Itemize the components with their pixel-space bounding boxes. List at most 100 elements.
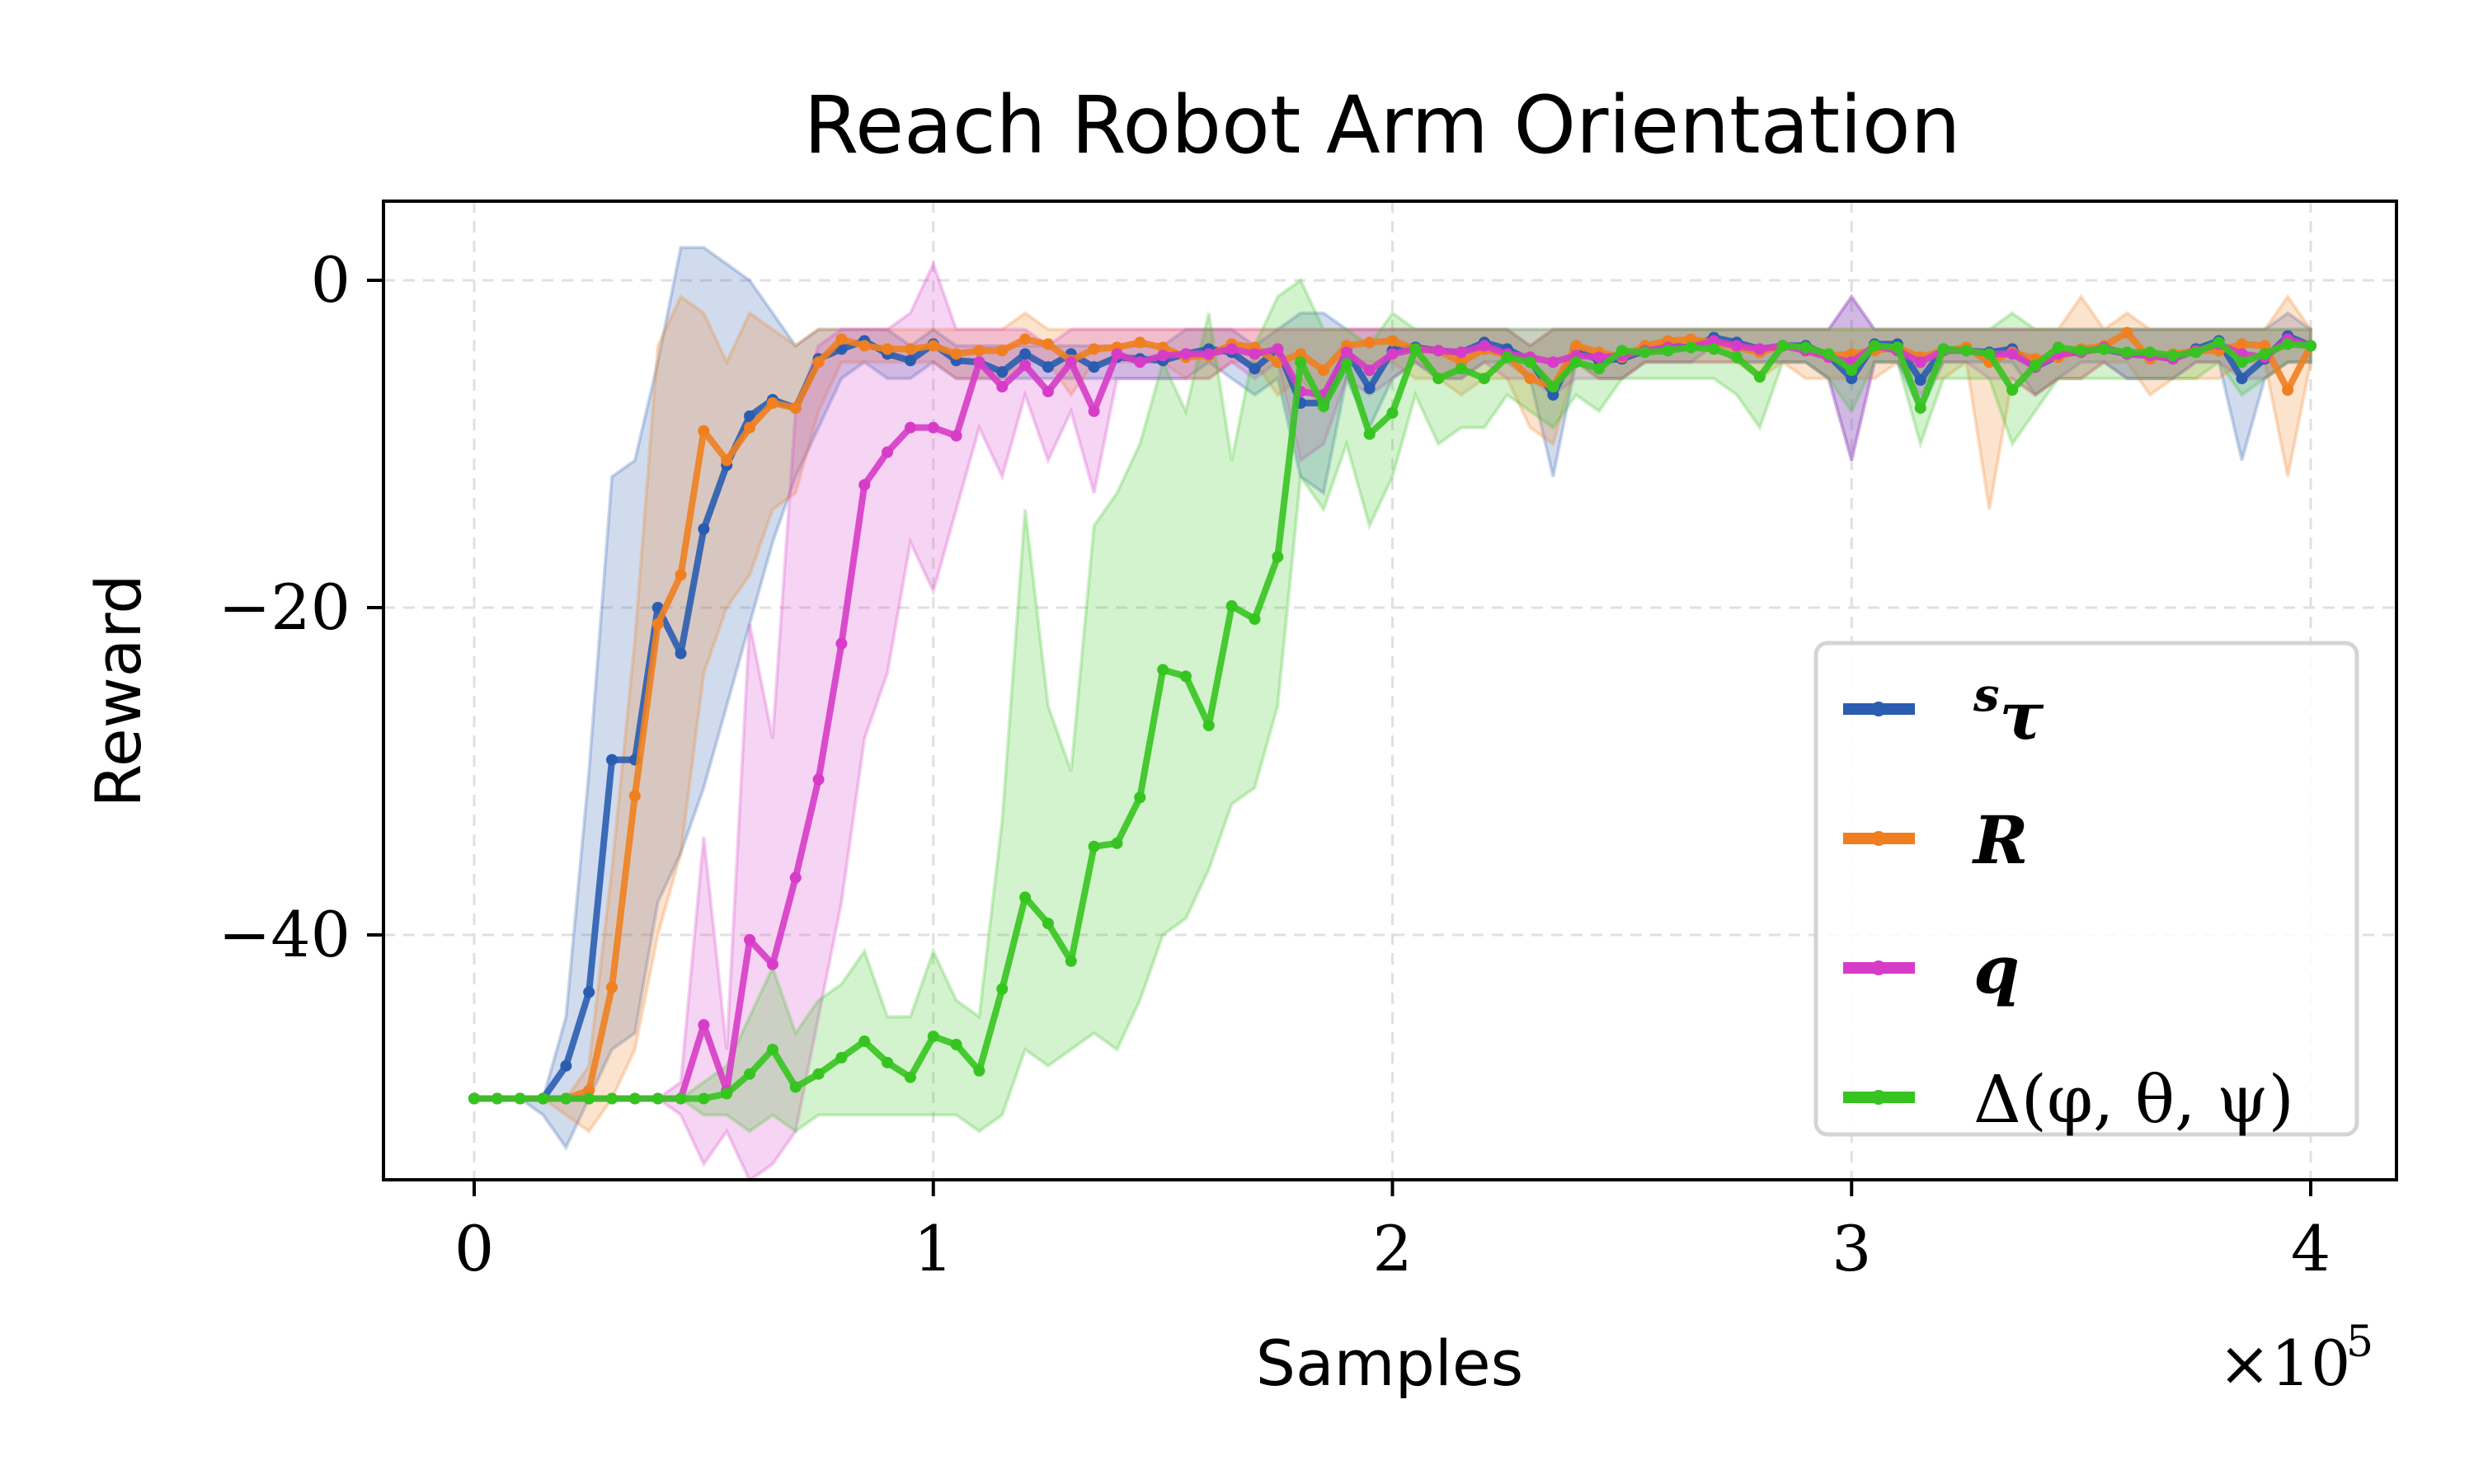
- data-point: [1202, 348, 1215, 360]
- data-point: [1088, 405, 1100, 417]
- axes-frame: [382, 200, 2398, 1181]
- legend-marker: [1871, 831, 1886, 846]
- data-point: [1799, 341, 1812, 354]
- data-point: [583, 986, 595, 998]
- data-point: [1111, 837, 1123, 849]
- data-point: [835, 1051, 848, 1064]
- data-point: [904, 355, 916, 367]
- data-point: [537, 1092, 549, 1105]
- data-point: [698, 1019, 710, 1031]
- data-point: [1386, 406, 1399, 419]
- x-tick-label: 2: [1372, 1212, 1412, 1285]
- data-point: [1708, 343, 1720, 355]
- data-point: [698, 1092, 710, 1105]
- data-point: [904, 1071, 916, 1083]
- data-point: [606, 981, 618, 993]
- data-point: [2259, 348, 2271, 360]
- data-point: [1157, 350, 1169, 362]
- data-point: [1914, 356, 1926, 369]
- data-point: [1042, 385, 1054, 397]
- x-tick-label: 3: [1832, 1212, 1871, 1285]
- data-point: [1386, 348, 1399, 360]
- legend-label: sτ: [1973, 668, 2044, 754]
- data-point: [2006, 348, 2019, 360]
- data-point: [1776, 340, 1789, 352]
- legend-marker: [1871, 702, 1886, 716]
- data-point: [1570, 356, 1583, 369]
- data-point: [1731, 340, 1743, 352]
- data-point: [2213, 336, 2225, 349]
- data-point: [1570, 340, 1583, 352]
- data-point: [1753, 343, 1766, 355]
- data-point: [1547, 381, 1559, 393]
- data-point: [1524, 373, 1536, 385]
- data-point: [583, 1092, 595, 1105]
- data-point: [1042, 361, 1054, 373]
- data-point: [606, 754, 618, 766]
- data-point: [1088, 343, 1100, 355]
- data-point: [2121, 326, 2133, 339]
- data-point: [1432, 373, 1445, 385]
- data-point: [1111, 348, 1123, 360]
- legend-marker: [1871, 960, 1886, 975]
- data-point: [858, 1036, 871, 1048]
- data-point: [766, 958, 778, 970]
- data-point: [1685, 341, 1697, 354]
- data-point: [744, 1068, 756, 1080]
- data-point: [1157, 664, 1169, 676]
- data-point: [789, 1081, 802, 1093]
- data-point: [1478, 373, 1490, 385]
- data-point: [1249, 363, 1261, 375]
- data-point: [468, 1092, 480, 1105]
- data-point: [2282, 338, 2294, 350]
- data-point: [1134, 791, 1146, 804]
- data-point: [1478, 340, 1490, 352]
- data-point: [628, 1092, 641, 1105]
- data-point: [1639, 346, 1651, 359]
- data-point: [882, 446, 894, 458]
- data-point: [858, 479, 871, 491]
- data-point: [1065, 356, 1077, 369]
- data-point: [2006, 383, 2019, 396]
- data-point: [698, 425, 710, 437]
- data-point: [1042, 338, 1054, 350]
- data-point: [1386, 335, 1399, 347]
- data-point: [996, 345, 1009, 357]
- data-point: [1249, 348, 1261, 360]
- data-point: [835, 637, 848, 650]
- data-point: [2075, 345, 2087, 357]
- svg-text:5: 5: [2346, 1317, 2373, 1367]
- data-point: [2236, 356, 2248, 369]
- y-tick-label: 0: [311, 243, 350, 317]
- data-point: [675, 647, 687, 660]
- data-point: [882, 1056, 894, 1068]
- data-point: [2052, 341, 2064, 354]
- legend-label: Δ(φ, θ, ψ): [1973, 1061, 2294, 1138]
- data-point: [1134, 356, 1146, 369]
- data-point: [1547, 356, 1559, 369]
- data-point: [744, 933, 756, 946]
- data-point: [904, 343, 916, 355]
- data-point: [1179, 348, 1192, 360]
- data-point: [1593, 351, 1606, 364]
- data-point: [835, 333, 848, 345]
- x-axis-ticks: 0 1 2 3 4: [454, 1180, 2331, 1285]
- data-point: [606, 1092, 618, 1105]
- data-point: [2236, 338, 2248, 350]
- data-point: [1363, 428, 1376, 440]
- data-point: [1432, 345, 1445, 357]
- data-point: [1846, 364, 1858, 377]
- data-point: [1157, 341, 1169, 354]
- data-point: [651, 618, 664, 630]
- legend-label: R: [1972, 801, 2028, 879]
- data-point: [1019, 359, 1032, 372]
- data-point: [973, 356, 985, 369]
- data-point: [1249, 613, 1261, 625]
- data-point: [1134, 336, 1146, 349]
- x-axis-label: Samples: [1256, 1327, 1524, 1400]
- data-point: [1983, 348, 1996, 360]
- data-point: [1363, 364, 1376, 377]
- data-point: [1960, 345, 1973, 357]
- data-point: [973, 1064, 985, 1077]
